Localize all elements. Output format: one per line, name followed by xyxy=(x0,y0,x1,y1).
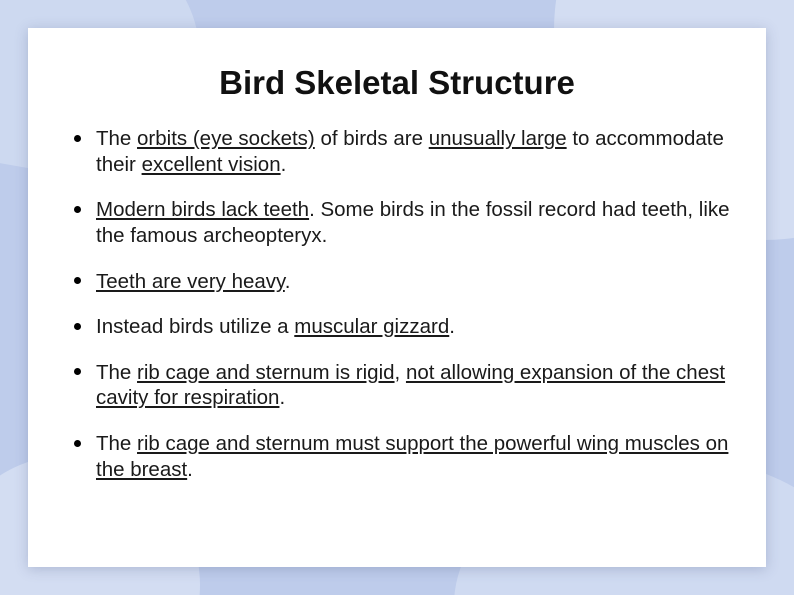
text-segment: The xyxy=(96,432,137,455)
slide-title: Bird Skeletal Structure xyxy=(64,64,730,102)
bullet-item: The rib cage and sternum is rigid, not a… xyxy=(70,360,730,411)
text-segment: . xyxy=(279,386,285,409)
text-segment: Instead birds utilize a xyxy=(96,315,294,338)
text-segment: , xyxy=(395,361,406,384)
text-segment: orbits (eye sockets) xyxy=(137,127,315,150)
bullet-item: Modern birds lack teeth. Some birds in t… xyxy=(70,197,730,248)
text-segment: . xyxy=(187,458,193,481)
bullet-list: The orbits (eye sockets) of birds are un… xyxy=(64,126,730,482)
text-segment: Modern birds lack teeth xyxy=(96,198,309,221)
text-segment: of birds are xyxy=(315,127,429,150)
bullet-item: The rib cage and sternum must support th… xyxy=(70,431,730,482)
text-segment: Teeth are very heavy xyxy=(96,270,285,293)
text-segment: rib cage and sternum is rigid xyxy=(137,361,395,384)
text-segment: muscular gizzard xyxy=(294,315,449,338)
bullet-item: Instead birds utilize a muscular gizzard… xyxy=(70,314,730,340)
slide-panel: Bird Skeletal Structure The orbits (eye … xyxy=(28,28,766,567)
bullet-item: The orbits (eye sockets) of birds are un… xyxy=(70,126,730,177)
text-segment: . xyxy=(449,315,455,338)
text-segment: unusually large xyxy=(429,127,567,150)
text-segment: . xyxy=(285,270,291,293)
text-segment: excellent vision xyxy=(142,153,281,176)
text-segment: The xyxy=(96,127,137,150)
text-segment: . xyxy=(281,153,287,176)
text-segment: The xyxy=(96,361,137,384)
bullet-item: Teeth are very heavy. xyxy=(70,269,730,295)
